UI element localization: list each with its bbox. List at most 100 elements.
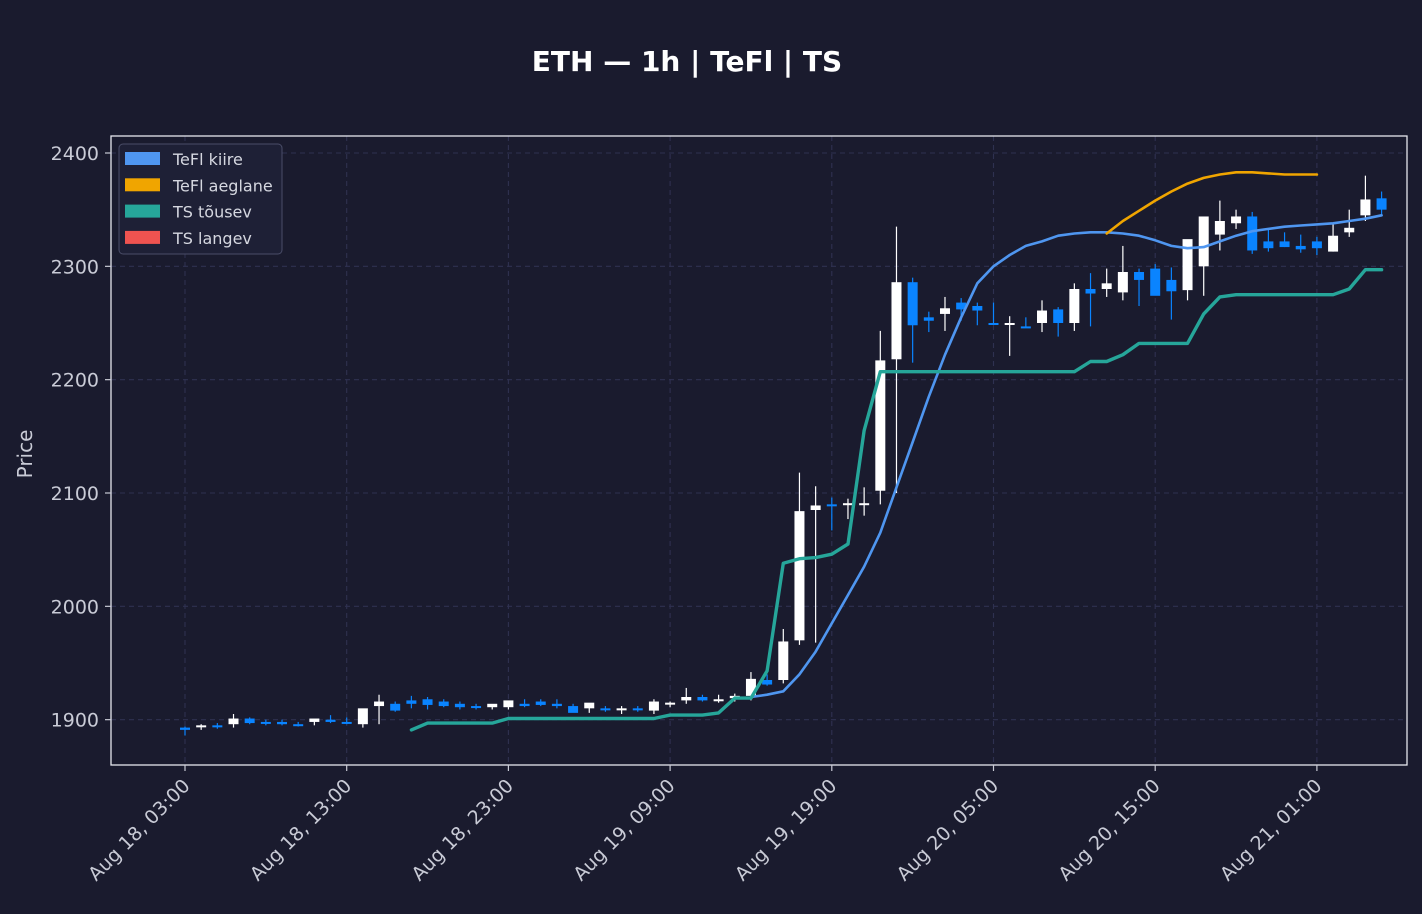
candle-up: [1198, 216, 1209, 267]
candle-down: [826, 504, 837, 507]
candle-up: [374, 701, 385, 707]
candle-down: [1263, 241, 1274, 249]
candle-down: [1279, 241, 1290, 248]
tefl-fast-line: [749, 214, 1383, 699]
candle-down: [180, 727, 190, 730]
candle-down: [923, 317, 934, 321]
candle-down: [406, 700, 417, 704]
candle-down: [390, 703, 401, 711]
ts-up-line: [409, 268, 1384, 732]
legend-box: [118, 143, 283, 255]
candle-down: [762, 680, 773, 685]
legend-swatch: [125, 178, 160, 192]
legend: TeFl kiire TeFl aeglane TS tõusev TS langev: [118, 143, 283, 255]
candle-up: [891, 282, 902, 360]
candle-down: [422, 699, 433, 705]
y-tick-label: 2200: [51, 370, 99, 392]
candle-up: [681, 697, 692, 701]
candle-down: [568, 706, 579, 713]
candle-up: [1214, 221, 1225, 235]
candle-down: [1376, 198, 1387, 210]
candle-up: [309, 718, 320, 722]
candle-down: [519, 703, 530, 707]
candle-up: [1182, 239, 1193, 291]
grid: [111, 136, 1407, 765]
candle-down: [325, 719, 336, 722]
y-tick-label: 2300: [51, 256, 99, 278]
candle-up: [503, 700, 514, 708]
candle-up: [228, 718, 239, 725]
candle-up: [1101, 283, 1112, 289]
candle-up: [665, 702, 676, 705]
candle-down: [1053, 309, 1064, 323]
candle-up: [1117, 272, 1128, 293]
candle-down: [972, 306, 983, 311]
candle-down: [1311, 241, 1322, 249]
candle-up: [616, 708, 627, 711]
candle-down: [535, 701, 546, 705]
candle-down: [697, 697, 708, 701]
candle-down: [293, 724, 304, 727]
candle-down: [907, 282, 918, 326]
candle-up: [778, 641, 789, 680]
tefl-slow-line: [1105, 171, 1319, 235]
y-axis-label: Price: [13, 430, 37, 479]
candle-down: [1295, 245, 1306, 250]
candle-down: [277, 721, 288, 725]
candle-down: [1166, 279, 1177, 292]
legend-label: TeFl kiire: [172, 150, 243, 169]
indicator-lines: [409, 171, 1384, 732]
candle-down: [956, 302, 967, 310]
candle-down: [341, 721, 352, 724]
candle-down: [600, 708, 611, 711]
candle-down: [988, 323, 999, 325]
candle-up: [1360, 199, 1371, 216]
candles: [180, 175, 1387, 736]
candle-down: [260, 721, 271, 724]
y-tick-label: 1900: [51, 710, 99, 732]
candle-down: [471, 706, 482, 709]
legend-label: TS langev: [172, 229, 252, 248]
legend-swatch: [125, 204, 160, 218]
candle-up: [810, 505, 821, 510]
candle-up: [487, 703, 498, 708]
candle-up: [875, 360, 886, 491]
candle-up: [357, 708, 368, 725]
candle-up: [1037, 310, 1048, 323]
candle-up: [842, 503, 853, 506]
candle-up: [1344, 227, 1355, 233]
legend-label: TS tõusev: [172, 203, 252, 222]
candle-down: [244, 718, 255, 724]
candle-up: [859, 503, 870, 506]
candle-up: [584, 702, 595, 709]
candle-up: [1231, 216, 1242, 224]
candle-up: [1004, 323, 1015, 325]
candle-down: [212, 725, 223, 728]
candle-up: [794, 511, 805, 641]
y-tick-label: 2400: [51, 143, 99, 165]
candle-down: [1020, 326, 1031, 329]
legend-swatch: [125, 230, 160, 244]
y-tick-label: 2100: [51, 483, 99, 505]
candle-down: [551, 703, 562, 707]
candle-up: [745, 678, 756, 696]
candle-up: [713, 699, 724, 702]
legend-swatch: [125, 152, 160, 165]
candle-up: [1069, 289, 1080, 323]
candle-down: [1247, 216, 1258, 251]
candle-down: [1150, 268, 1161, 296]
candle-up: [939, 308, 950, 314]
plot-frame: [110, 135, 1408, 766]
candle-up: [1328, 235, 1339, 252]
candle-down: [632, 708, 643, 711]
candle-up: [648, 701, 659, 711]
y-tick-label: 2000: [51, 596, 99, 618]
chart-title: ETH — 1h | TeFl | TS: [532, 45, 842, 78]
candle-down: [1134, 272, 1145, 280]
candle-down: [454, 703, 465, 708]
candle-down: [438, 701, 449, 707]
candle-down: [1085, 289, 1096, 294]
candle-up: [196, 725, 207, 728]
